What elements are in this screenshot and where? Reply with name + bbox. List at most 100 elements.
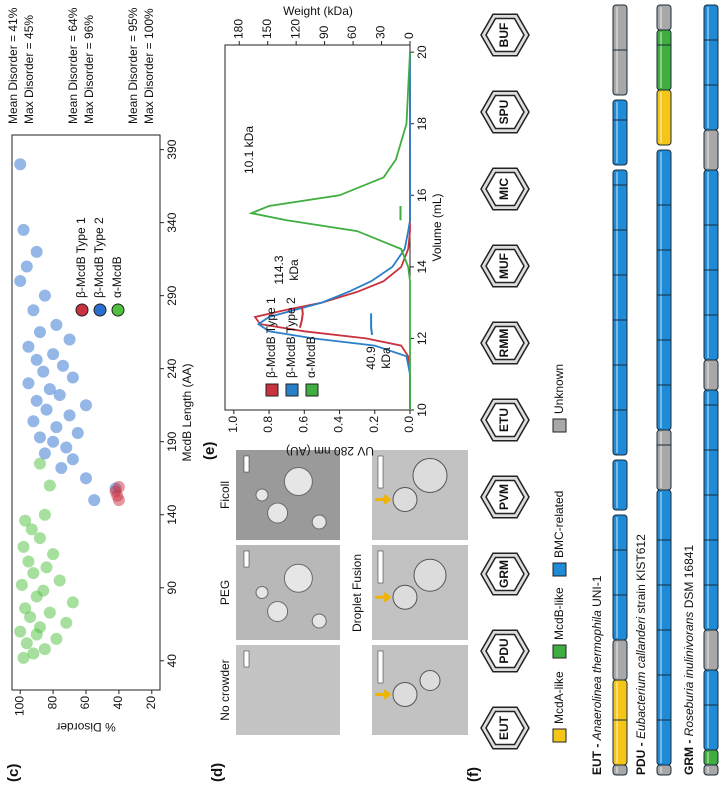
legend-label: β-McdB Type 1 <box>74 217 88 298</box>
hexagon-label: GRM <box>497 560 511 588</box>
x-axis-label: McdB Length (AA) <box>180 363 194 461</box>
legend-label: McdA-like <box>552 671 566 724</box>
micrograph <box>372 645 468 735</box>
droplet <box>393 585 417 609</box>
scatter-point <box>39 290 51 302</box>
x-tick-label: 90 <box>165 581 179 595</box>
scatter-point <box>21 637 33 649</box>
scatter-point <box>14 158 26 170</box>
gene <box>657 150 671 430</box>
scatter-point <box>39 643 51 655</box>
scatter-point <box>57 360 69 372</box>
operon-label: GRM - Roseburia inulinivorans DSM 16841 <box>682 545 696 775</box>
scatter-point <box>50 633 62 645</box>
hexagon-label: RMM <box>497 329 511 358</box>
gene <box>704 170 718 360</box>
operon-label-part: DSM 16841 <box>682 545 696 612</box>
scatter-point <box>47 348 59 360</box>
y-tick-label: 0.2 <box>367 416 381 433</box>
panel-label: (e) <box>201 442 218 460</box>
x-tick-label: 240 <box>165 358 179 378</box>
scatter-point <box>27 567 39 579</box>
x-axis-label: Volume (mL) <box>430 193 444 261</box>
droplet <box>268 503 288 523</box>
hexagon-label: PVM <box>497 484 511 510</box>
mass-trace <box>300 306 303 328</box>
gene <box>613 680 627 765</box>
scatter-point <box>47 548 59 560</box>
gene <box>657 490 671 765</box>
scatter-point <box>50 421 62 433</box>
scatter-point <box>54 574 66 586</box>
x-tick-label: 390 <box>165 139 179 159</box>
mass-annotation: kDa <box>379 347 393 369</box>
scatter-point <box>64 333 76 345</box>
legend-label: β-McdB Type 1 <box>264 297 278 378</box>
legend-marker <box>266 384 278 396</box>
legend-marker <box>94 304 106 316</box>
figure-body: (c)(d)(e)(f)4090140190240290340390204060… <box>5 4 718 782</box>
x-tick-label: 290 <box>165 285 179 305</box>
scatter-point <box>50 319 62 331</box>
droplet <box>312 515 326 529</box>
gene <box>613 515 627 640</box>
gene <box>657 5 671 30</box>
legend-label: β-McdB Type 2 <box>92 217 106 298</box>
operon-label: EUT - Anaerolinea thermophila UNI-1 <box>590 575 604 775</box>
scale-bar <box>378 651 383 683</box>
scale-bar <box>378 456 383 488</box>
hexagon-label: ETU <box>497 408 511 432</box>
scale-bar <box>378 551 383 583</box>
y-tick-label: 80 <box>45 696 59 710</box>
mass-annotation: 114.3 <box>272 255 286 284</box>
y-tick-label: 0.8 <box>261 416 275 433</box>
droplet <box>284 468 312 496</box>
y2-tick-label: 0 <box>402 32 416 39</box>
y-tick-label: 0.6 <box>296 416 310 433</box>
legend-marker <box>112 304 124 316</box>
scatter-point <box>41 561 53 573</box>
scatter-point <box>16 579 28 591</box>
droplet <box>393 683 417 707</box>
micrograph <box>236 645 340 735</box>
stat-label: Mean Disorder = 95% <box>126 7 140 124</box>
operon-label-part: Eubacterium callanderi <box>634 617 648 739</box>
scale-bar <box>244 456 249 472</box>
y-axis-label: UV 280 nm (AU) <box>286 444 374 458</box>
scatter-point <box>44 383 56 395</box>
x-tick-label: 16 <box>415 188 429 202</box>
gene <box>704 360 718 390</box>
x-tick-label: 190 <box>165 431 179 451</box>
hexagon-label: PDU <box>497 638 511 663</box>
scatter-point <box>34 532 46 544</box>
scatter-point <box>14 275 26 287</box>
gene <box>704 670 718 750</box>
y2-tick-label: 150 <box>260 19 274 39</box>
gene <box>704 5 718 130</box>
droplet <box>256 489 268 501</box>
gene <box>613 765 627 775</box>
scatter-point <box>22 555 34 567</box>
legend-swatch <box>553 419 566 432</box>
scatter-point <box>27 647 39 659</box>
scatter-point <box>44 480 56 492</box>
x-tick-label: 12 <box>415 331 429 345</box>
gene <box>704 130 718 170</box>
y-tick-label: 60 <box>78 696 92 710</box>
scatter-point <box>67 596 79 608</box>
legend-swatch <box>553 729 566 742</box>
gene <box>704 765 718 775</box>
y2-tick-label: 120 <box>288 19 302 39</box>
legend-label: BMC-related <box>552 491 566 558</box>
scatter-point <box>27 304 39 316</box>
scatter-point <box>64 409 76 421</box>
scatter-point <box>67 371 79 383</box>
gene <box>657 90 671 145</box>
x-tick-label: 20 <box>415 45 429 59</box>
legend-label: α-McdB <box>110 256 124 298</box>
operon-label-part: strain KIST612 <box>634 534 648 617</box>
gene <box>613 640 627 680</box>
x-tick-label: 140 <box>165 504 179 524</box>
operon-label: PDU - Eubacterium callanderi strain KIST… <box>634 534 648 775</box>
droplet <box>312 614 326 628</box>
